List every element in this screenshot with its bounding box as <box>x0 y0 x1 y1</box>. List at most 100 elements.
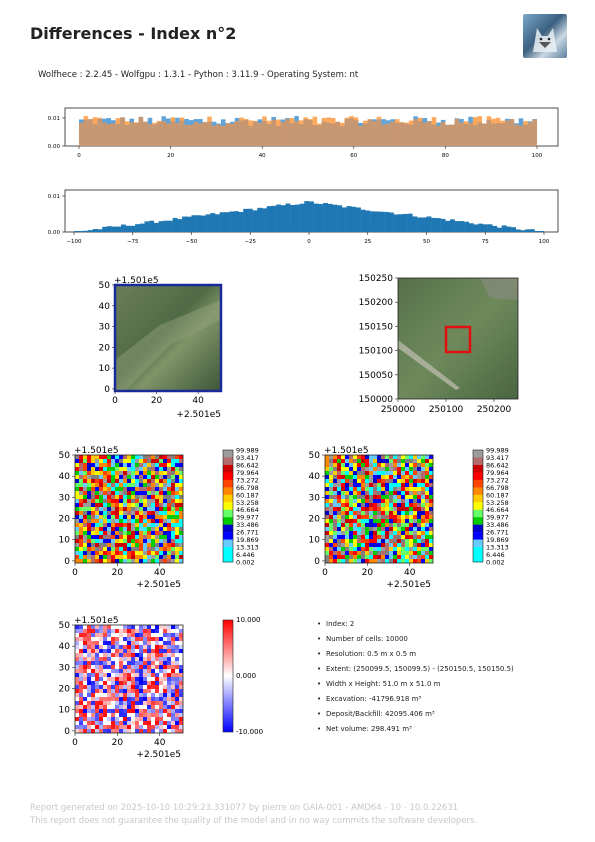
hist2-bar <box>149 220 155 232</box>
hist1-bar <box>101 122 107 146</box>
colorbar-label: 13.313 <box>486 544 509 552</box>
extent-rectangle <box>444 325 472 354</box>
hist1-bar <box>527 122 533 146</box>
hist1-bar <box>97 118 102 146</box>
map-ytick: 40 <box>59 642 71 652</box>
hist2-bar <box>412 216 418 232</box>
hist2-xtick: −25 <box>244 239 256 245</box>
summary-item: • Excavation: -41796.918 m³ <box>317 695 422 703</box>
hist1-bar <box>509 119 515 146</box>
map-b-offset-top: +1.501e5 <box>324 446 369 456</box>
hist2-bar <box>280 205 286 232</box>
map-ytick: 20 <box>59 515 71 525</box>
hist2-bar <box>365 210 371 232</box>
hist1-bar <box>353 120 359 146</box>
map-ytick: 0 <box>64 727 70 737</box>
hist2-bar <box>191 215 197 232</box>
hist1-bar <box>262 121 267 146</box>
hist2-bar <box>158 221 164 232</box>
map-ytick: 30 <box>59 663 71 673</box>
hist2-bar <box>417 217 422 232</box>
colorbar-label: 26.771 <box>486 529 509 537</box>
hist2-bar <box>233 211 239 232</box>
hist1-bar <box>193 122 199 146</box>
map-xtick: 40 <box>192 396 204 406</box>
hist2-bar <box>337 205 343 232</box>
aerial-map-overview: 150250 150200 150150 150100 150050 1500002500… <box>359 274 519 415</box>
map-ytick: 30 <box>59 493 71 503</box>
zoom-offset-bottom: +2.501e5 <box>176 410 221 420</box>
colorbar-label: 46.664 <box>486 506 509 514</box>
map-xtick: 20 <box>362 568 374 578</box>
hist1-bar <box>170 121 176 146</box>
hist1-bar <box>280 122 286 146</box>
hist2-bar <box>153 222 159 232</box>
footer-generated: Report generated on 2025-10-10 10:29:23.… <box>30 803 459 813</box>
hist1-bar <box>454 118 460 146</box>
hist2-bar <box>501 225 507 232</box>
colorbar-label: 66.798 <box>486 484 509 492</box>
hist2-bar <box>511 227 516 232</box>
map-ytick: 10 <box>99 364 111 374</box>
hist1-bar <box>266 123 272 146</box>
hist2-bar <box>356 207 361 232</box>
hist1-bar <box>335 121 341 146</box>
hist1-bar <box>523 124 528 146</box>
hist2-bar <box>478 223 484 232</box>
hist2-bar <box>252 210 258 232</box>
colorbar-label: 93.417 <box>486 454 509 462</box>
diff-offset-bottom: +2.501e5 <box>136 750 181 760</box>
hist2-bar <box>323 203 328 232</box>
colorbar-label: 39.977 <box>486 514 509 522</box>
hist1-bar <box>372 121 377 146</box>
colorbar-label: 19.869 <box>236 536 259 544</box>
diff-colorbar <box>222 619 234 733</box>
hist2-bar <box>121 224 126 232</box>
hist2-bar <box>97 229 103 232</box>
hist1-bar <box>477 122 483 146</box>
overview-xtick: 250000 <box>381 405 416 415</box>
hist1-bar <box>500 123 505 146</box>
hist2-bar <box>290 204 296 232</box>
hist1-bar <box>472 125 478 146</box>
hist1-bar <box>326 122 331 146</box>
hist2-bar <box>421 217 427 232</box>
colorbar-label: 19.869 <box>486 536 509 544</box>
hist2-bar <box>440 218 446 232</box>
hist2-xtick: 50 <box>423 239 430 245</box>
map-xtick: 40 <box>154 568 166 578</box>
hist2-xtick: −75 <box>127 239 139 245</box>
colorbar-label: 79.964 <box>236 469 259 477</box>
summary-item: • Index: 2 <box>317 620 355 628</box>
colorbar-label: 39.977 <box>236 514 259 522</box>
hist1-bar <box>390 121 396 146</box>
hist1-bar <box>188 125 194 146</box>
hist1-bar <box>340 125 345 146</box>
map-ytick: 10 <box>59 536 71 546</box>
hist2-bar <box>271 205 277 232</box>
hist1-bar <box>321 121 327 146</box>
hist1-bar <box>275 125 281 146</box>
hist1-bar <box>289 123 295 146</box>
overview-ytick: 150100 <box>359 347 394 357</box>
colorbar-label: 79.964 <box>486 469 509 477</box>
hist2-bar <box>163 220 169 232</box>
overview-ytick: 150200 <box>359 298 394 308</box>
hist1-bar <box>83 119 89 146</box>
hist2-bar <box>276 204 281 232</box>
histogram-differences: 0.01 0.00 −100 −75 −50 −25 0 25 50 75 100 <box>48 189 559 245</box>
hist2-bar <box>247 208 253 232</box>
hist2-bar <box>172 217 178 232</box>
hist2-bar <box>200 215 206 232</box>
map-ytick: 20 <box>59 685 71 695</box>
diff-colorbar-label: 0.000 <box>236 672 256 680</box>
hist1-bar <box>468 122 473 146</box>
hist1-bar <box>422 122 428 146</box>
hist2-bar <box>426 216 432 232</box>
hist1-bar <box>436 125 441 146</box>
colorbar-label: 46.664 <box>236 506 259 514</box>
colorbar-label: 53.258 <box>486 499 509 507</box>
zoom-offset-top: +1.501e5 <box>114 276 159 286</box>
hist2-bar <box>388 212 394 232</box>
hist1-bar <box>184 124 189 146</box>
